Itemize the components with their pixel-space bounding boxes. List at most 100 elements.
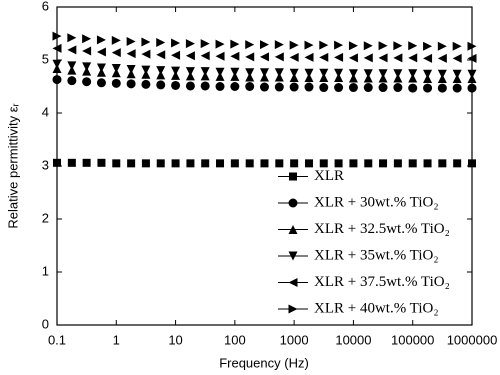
marker [289,82,299,92]
marker [319,52,329,62]
marker [156,66,166,76]
marker [334,159,343,168]
marker [363,41,373,51]
marker [319,40,329,50]
marker [304,68,314,78]
legend-label: XLR + 40wt.% TiO₂ [314,300,439,316]
marker [290,159,299,168]
marker [437,41,447,51]
legend-label: XLR [314,168,344,184]
marker [334,83,344,93]
marker [156,159,165,168]
marker [141,37,151,47]
x-tick-label: 10000 [335,332,371,347]
marker [349,159,358,168]
marker [111,78,121,88]
x-tick-label: 100000 [391,332,434,347]
marker [82,77,92,87]
marker [185,67,195,77]
y-tick-label: 0 [42,316,49,331]
marker [289,68,299,78]
marker [216,159,225,168]
y-tick-label: 4 [42,104,49,119]
marker [141,159,150,168]
marker [245,159,254,168]
marker [378,83,388,93]
marker [171,159,180,168]
legend-label: XLR + 30wt.% TiO₂ [314,194,439,210]
y-tick-label: 1 [42,263,49,278]
marker [348,83,358,93]
y-tick-label: 3 [42,157,49,172]
legend-label: XLR + 35wt.% TiO₂ [314,247,439,263]
marker [67,33,77,43]
marker [289,40,299,50]
marker [275,159,284,168]
marker [156,80,166,90]
marker [67,61,77,71]
marker [82,46,92,56]
marker [156,50,166,60]
y-axis-label: Relative permittivity εᵣ [5,103,20,228]
marker [185,39,195,49]
marker [363,83,373,93]
marker [245,52,255,62]
marker [364,159,373,168]
marker [127,159,136,168]
marker [274,40,284,50]
marker [186,159,195,168]
marker [230,67,240,77]
marker [393,41,403,51]
marker [96,63,106,73]
marker [52,43,62,53]
marker [200,39,210,49]
legend-label: XLR + 37.5wt.% TiO₂ [314,274,450,290]
marker [96,78,106,88]
marker [348,53,358,63]
marker [141,79,151,89]
marker [245,68,255,78]
marker [200,81,210,91]
marker [453,159,462,168]
marker [379,159,388,168]
marker [112,159,121,168]
marker [259,82,269,92]
marker [126,36,136,46]
marker [348,41,358,51]
marker [288,251,298,261]
x-tick-label: 1000 [280,332,309,347]
marker [111,63,121,73]
x-axis-label: Frequency (Hz) [219,355,309,370]
marker [82,62,92,72]
x-tick-label: 100 [224,332,246,347]
marker [423,53,433,63]
marker [274,82,284,92]
marker [97,158,106,167]
marker [96,47,106,57]
marker [230,159,239,168]
x-tick-label: 0.1 [48,332,66,347]
marker [53,158,61,167]
marker [393,159,402,168]
marker [156,38,166,48]
marker [67,158,76,167]
marker [423,41,433,51]
marker [274,52,284,62]
marker [467,69,477,79]
marker [319,68,329,78]
marker [288,198,298,208]
marker [259,68,269,78]
marker [67,76,77,86]
y-tick-label: 6 [42,0,49,13]
marker [289,52,299,62]
marker [304,159,313,168]
legend-label: XLR + 32.5wt.% TiO₂ [314,221,450,237]
marker [274,68,284,78]
marker [171,50,181,60]
marker [185,51,195,61]
marker [304,82,314,92]
marker [52,31,62,41]
marker [230,51,240,61]
marker [437,83,447,93]
marker [378,41,388,51]
